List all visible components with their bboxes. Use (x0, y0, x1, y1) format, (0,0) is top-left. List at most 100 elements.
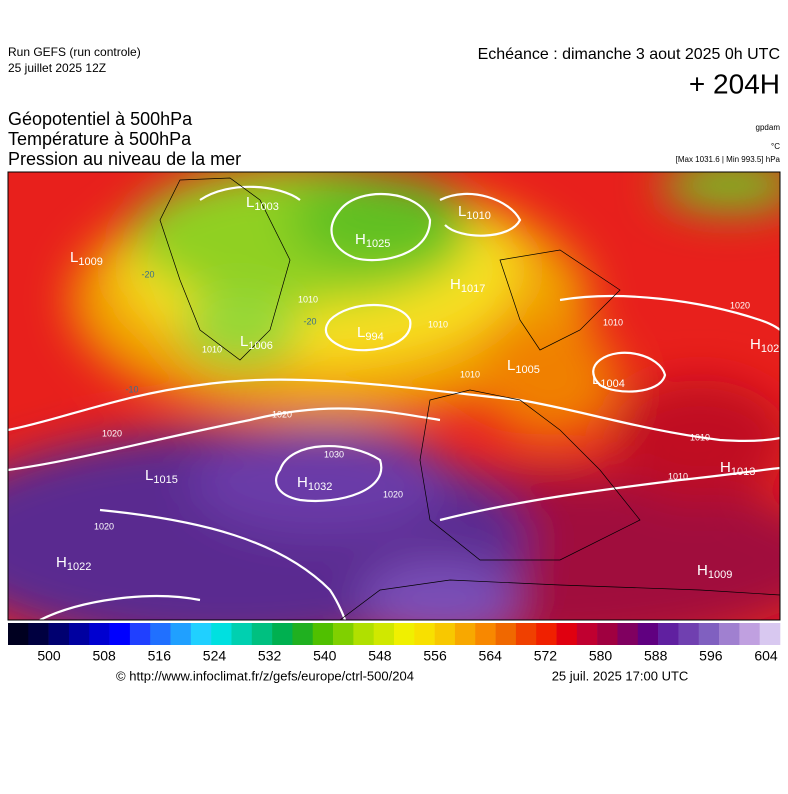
colorbar: 500 508 516 524 532 540 548 556 564 572 580 588 596 6… (8, 623, 781, 664)
pressure-center: L1004 (592, 371, 625, 390)
unit: °C (771, 142, 780, 151)
colorbar-swatch (251, 623, 273, 645)
pressure-center: L1009 (70, 249, 103, 268)
run: Run GEFS (run controle) (8, 45, 141, 59)
center-kind: L (507, 357, 515, 374)
center-kind: L (240, 333, 248, 350)
center-value: 1032 (308, 481, 332, 493)
center-kind: L (592, 371, 600, 388)
colorbar-tick-label: 572 (534, 648, 558, 664)
center-kind: L (70, 249, 78, 266)
valid-time: Echéance : dimanche 3 aout 2025 0h UTC (478, 46, 780, 63)
map-frame (7, 171, 781, 621)
center-value: 1025 (761, 343, 785, 355)
center-value: 1010 (466, 210, 490, 222)
center-value: 1017 (461, 283, 485, 295)
colorbar-tick-label: 508 (92, 648, 116, 664)
colorbar-tick-label: 524 (203, 648, 227, 664)
center-kind: H (297, 474, 308, 491)
isobar-label: 1010 (428, 319, 448, 329)
generated: 25 juil. 2025 17:00 UTC (552, 668, 689, 683)
colorbar-swatch (272, 623, 293, 645)
temperature-label: -10 (125, 384, 138, 394)
colorbar-swatch (353, 623, 374, 645)
colorbar-swatch (576, 623, 598, 645)
center-kind: L (357, 324, 365, 341)
colorbar-swatch (556, 623, 578, 645)
colorbar-swatch (28, 623, 49, 645)
colorbar-swatch (170, 623, 192, 645)
temperature-label: -20 (303, 316, 316, 326)
colorbar-swatch (150, 623, 171, 645)
colorbar-swatch (333, 623, 354, 645)
colorbar-swatch (414, 623, 435, 645)
source: © http://www.infoclimat.fr/z/gefs/europe… (116, 668, 414, 683)
colorbar-tick-label: 548 (368, 648, 392, 664)
colorbar-swatch (739, 623, 760, 645)
colorbar-tick-label: 564 (479, 648, 503, 664)
pressure-center: H1025 (750, 336, 785, 355)
field: Température à 500hPa (8, 129, 192, 149)
pressure-center: H1022 (56, 554, 91, 573)
field: Géopotentiel à 500hPa (8, 109, 193, 129)
colorbar-tick-label: 532 (258, 648, 282, 664)
pressure-center: H1013 (720, 459, 755, 478)
colorbar-tick-label: 540 (313, 648, 337, 664)
colorbar-tick-label: 596 (699, 648, 723, 664)
isobar-label: 1010 (460, 369, 480, 379)
center-value: 1004 (600, 378, 624, 390)
isobar-label: 1020 (94, 521, 114, 531)
colorbar-swatch (658, 623, 679, 645)
pressure-center: L1006 (240, 333, 273, 352)
pressure-center: H1017 (450, 276, 485, 295)
colorbar-swatch (759, 623, 781, 645)
isobar-label: 1020 (272, 409, 292, 419)
center-value: 994 (365, 331, 383, 343)
colorbar-swatch (515, 623, 537, 645)
colorbar-swatch (129, 623, 151, 645)
colorbar-swatch (8, 623, 29, 645)
center-value: 1025 (366, 238, 390, 250)
pressure-center: L1015 (145, 467, 178, 486)
center-kind: H (697, 562, 708, 579)
colorbar-tick-label: 556 (423, 648, 447, 664)
colorbar-swatch (536, 623, 557, 645)
colorbar-tick-label: 500 (37, 648, 61, 664)
colorbar-tick-label: 604 (754, 648, 778, 664)
colorbar-swatch (190, 623, 212, 645)
center-value: 1003 (254, 201, 278, 213)
unit: [Max 1031.6 | Min 993.5] hPa (676, 155, 781, 164)
center-value: 1009 (708, 569, 732, 581)
colorbar-swatch (312, 623, 334, 645)
center-kind: L (458, 203, 466, 220)
pressure-center: H1025 (355, 231, 390, 250)
isobar-label: 1030 (324, 449, 344, 459)
colorbar-swatch (373, 623, 395, 645)
center-value: 1013 (731, 466, 755, 478)
isobar-label: 1010 (298, 294, 318, 304)
colorbar-tick-label: 580 (589, 648, 613, 664)
center-value: 1005 (515, 364, 539, 376)
map: L1003 L1009 H1025 L1010 H1017 L1006 L994… (8, 172, 785, 620)
center-kind: L (145, 467, 153, 484)
colorbar-tick-label: 588 (644, 648, 668, 664)
colorbar-swatch (89, 623, 110, 645)
unit: gpdam (756, 123, 781, 132)
center-kind: H (450, 276, 461, 293)
isobar-label: 1010 (668, 471, 688, 481)
isobar-label: 1020 (383, 489, 403, 499)
colorbar-swatch (698, 623, 720, 645)
center-kind: H (720, 459, 731, 476)
center-value: 1022 (67, 561, 91, 573)
colorbar-swatch (678, 623, 700, 645)
colorbar-swatch (109, 623, 131, 645)
colorbar-swatch (48, 623, 70, 645)
pressure-center: L1003 (246, 194, 279, 213)
isobar-label: 1010 (202, 344, 222, 354)
center-kind: H (56, 554, 67, 571)
center-value: 1015 (153, 474, 177, 486)
colorbar-swatch (475, 623, 496, 645)
pressure-center: H1032 (297, 474, 332, 493)
pressure-center: L1010 (458, 203, 491, 222)
